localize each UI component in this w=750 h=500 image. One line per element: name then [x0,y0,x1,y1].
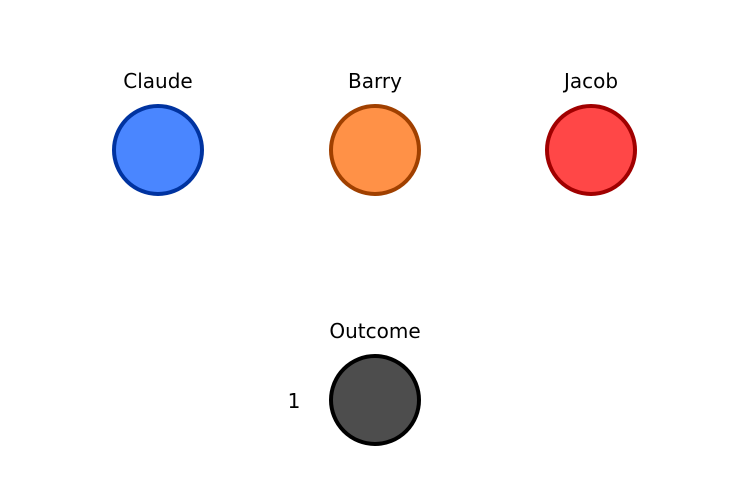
node-outcome-label: Outcome [329,319,420,343]
node-barry-label: Barry [348,69,402,93]
node-outcome: Outcome 1 [288,319,421,446]
node-outcome-circle [329,354,421,446]
node-claude-label: Claude [123,69,192,93]
node-jacob-label: Jacob [562,69,618,93]
node-jacob-circle [545,104,637,196]
node-barry-circle [329,104,421,196]
node-jacob: Jacob [545,69,637,196]
node-barry: Barry [329,69,421,196]
node-outcome-value: 1 [288,389,301,413]
node-claude-circle [112,104,204,196]
node-claude: Claude [112,69,204,196]
